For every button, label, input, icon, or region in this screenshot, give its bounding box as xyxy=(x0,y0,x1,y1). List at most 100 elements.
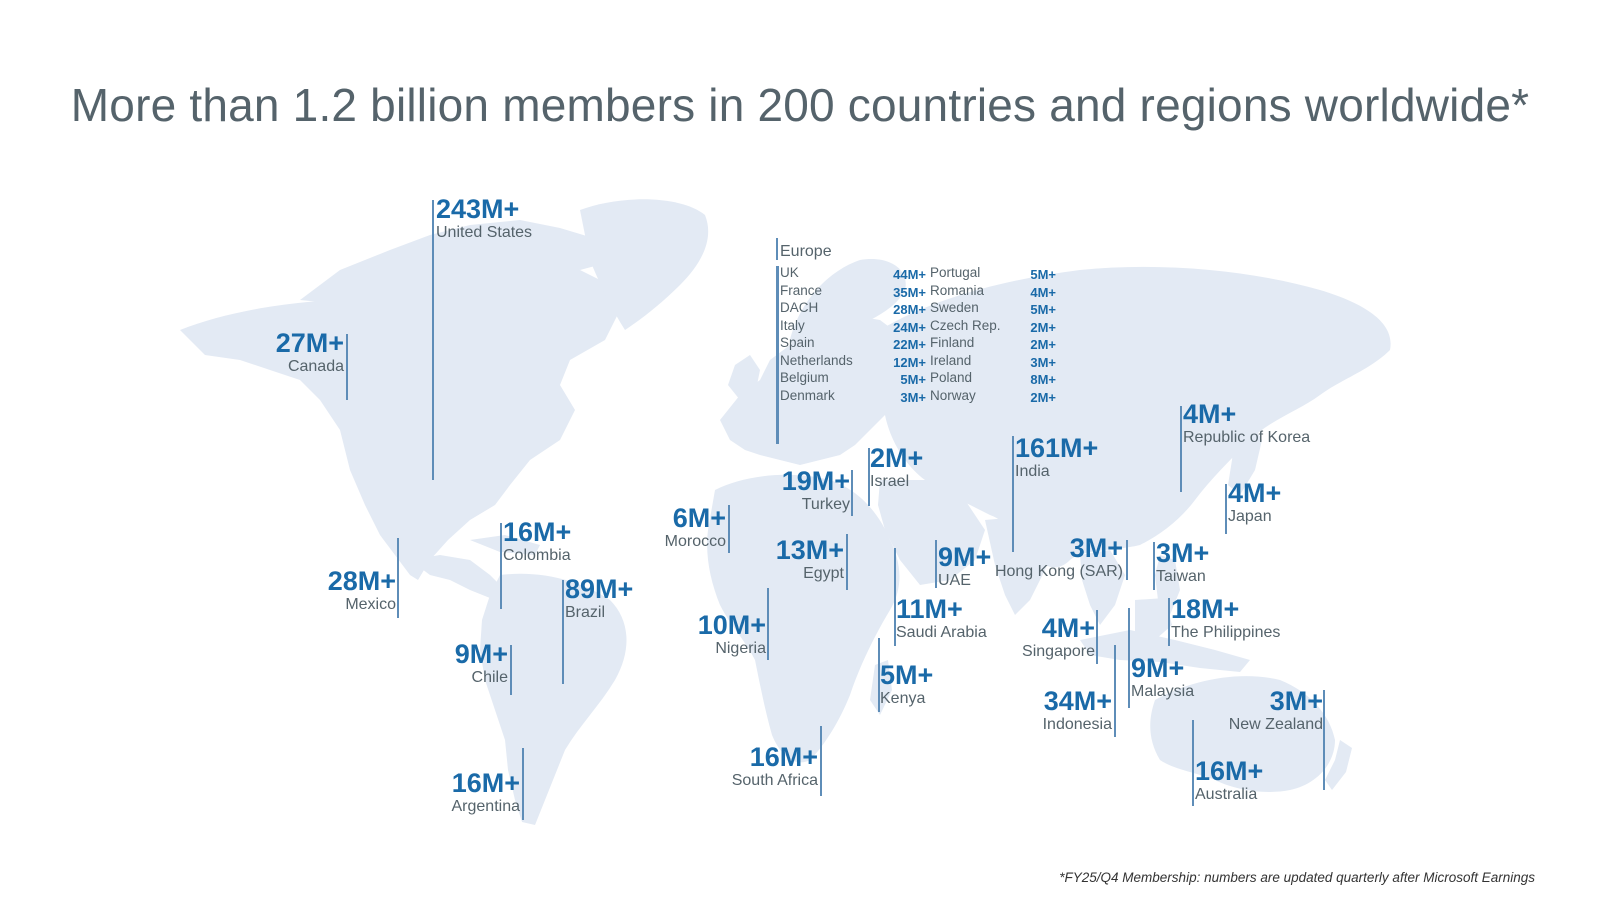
europe-country-name: Belgium xyxy=(780,370,829,385)
value-hong-kong: 3M+ xyxy=(1069,533,1123,563)
marker-line-indonesia xyxy=(1114,645,1116,737)
europe-country-value: 2M+ xyxy=(1030,319,1056,335)
europe-country-value: 2M+ xyxy=(1030,389,1056,405)
value-singapore: 4M+ xyxy=(1041,613,1095,643)
value-turkey: 19M+ xyxy=(781,466,850,496)
label-chile: 9M+ Chile xyxy=(455,641,508,686)
label-colombia: 16M+ Colombia xyxy=(503,519,571,564)
europe-country-name: Italy xyxy=(780,317,805,333)
marker-line-uae xyxy=(935,540,937,588)
europe-country-value: 22M+ xyxy=(893,337,926,352)
marker-line-japan xyxy=(1225,484,1227,534)
marker-line-colombia xyxy=(500,523,502,609)
europe-country-name: Finland xyxy=(930,335,975,350)
borneo-island xyxy=(1135,598,1172,640)
europe-country-name: Sweden xyxy=(930,300,979,315)
marker-line-saudi-arabia xyxy=(894,548,896,646)
label-mexico: 28M+ Mexico xyxy=(328,568,396,613)
europe-country-name: Czech Rep. xyxy=(930,317,1001,333)
label-japan: 4M+ Japan xyxy=(1228,480,1281,525)
value-mexico: 28M+ xyxy=(327,566,396,596)
central-america-landmass xyxy=(410,555,505,598)
value-colombia: 16M+ xyxy=(503,517,572,547)
name-hong-kong: Hong Kong (SAR) xyxy=(994,563,1123,580)
europe-country-value: 5M+ xyxy=(1030,302,1056,317)
label-indonesia: 34M+ Indonesia xyxy=(1043,688,1112,733)
label-australia: 16M+ Australia xyxy=(1195,758,1263,803)
name-australia: Australia xyxy=(1195,786,1258,803)
name-colombia: Colombia xyxy=(503,547,571,564)
marker-line-australia xyxy=(1192,720,1194,806)
europe-country-value: 5M+ xyxy=(1030,267,1056,282)
europe-country-value: 4M+ xyxy=(1030,284,1056,300)
europe-country-value: 28M+ xyxy=(893,302,926,317)
label-south-africa: 16M+ South Africa xyxy=(732,744,818,789)
value-brazil: 89M+ xyxy=(565,574,634,604)
name-korea: Republic of Korea xyxy=(1183,429,1311,446)
europe-country-name: Portugal xyxy=(930,265,981,280)
label-morocco: 6M+ Morocco xyxy=(665,505,726,550)
label-canada: 27M+ Canada xyxy=(276,330,344,375)
marker-line-brazil xyxy=(562,580,564,684)
europe-country-value: 35M+ xyxy=(893,284,926,300)
marker-line-israel xyxy=(868,448,870,506)
marker-line-egypt xyxy=(846,534,848,590)
asia-landmass xyxy=(879,266,1391,568)
europe-col1-values: 44M+ 35M+ 28M+ 24M+ 22M+ 12M+ 5M+ 3M+ xyxy=(868,266,926,406)
label-philippines: 18M+ The Philippines xyxy=(1171,596,1280,641)
europe-country-name: Denmark xyxy=(780,387,835,403)
caribbean-islands xyxy=(470,535,540,555)
marker-line-korea xyxy=(1180,406,1182,492)
europe-country-value: 2M+ xyxy=(1030,337,1056,352)
name-india: India xyxy=(1015,463,1050,480)
marker-line-malaysia xyxy=(1128,608,1130,708)
india-subcontinent xyxy=(985,515,1060,615)
name-malaysia: Malaysia xyxy=(1131,683,1195,700)
name-indonesia: Indonesia xyxy=(1042,716,1112,733)
value-canada: 27M+ xyxy=(275,328,344,358)
value-korea: 4M+ xyxy=(1183,399,1237,429)
name-mexico: Mexico xyxy=(345,596,396,613)
europe-country-name: Spain xyxy=(780,335,815,350)
marker-line-hong-kong xyxy=(1126,540,1128,580)
marker-line-south-africa xyxy=(820,726,822,796)
value-japan: 4M+ xyxy=(1228,478,1282,508)
europe-country-name: DACH xyxy=(780,300,819,315)
europe-heading: Europe xyxy=(780,243,832,260)
europe-col1-names: UK France DACH Italy Spain Netherlands B… xyxy=(780,264,853,404)
name-singapore: Singapore xyxy=(1022,643,1095,660)
footnote: *FY25/Q4 Membership: numbers are updated… xyxy=(1059,870,1535,885)
label-korea: 4M+ Republic of Korea xyxy=(1183,401,1310,446)
name-uae: UAE xyxy=(938,572,971,589)
label-india: 161M+ India xyxy=(1015,435,1098,480)
name-canada: Canada xyxy=(287,358,344,375)
value-malaysia: 9M+ xyxy=(1131,653,1185,683)
europe-country-value: 3M+ xyxy=(900,389,926,405)
value-india: 161M+ xyxy=(1015,433,1099,463)
europe-country-name: France xyxy=(780,282,823,298)
british-isles xyxy=(728,355,760,400)
europe-country-name: Norway xyxy=(930,387,976,403)
name-argentina: Argentina xyxy=(451,798,521,815)
value-egypt: 13M+ xyxy=(775,535,844,565)
marker-line-new-zealand xyxy=(1323,690,1325,790)
name-turkey: Turkey xyxy=(801,496,850,513)
africa-landmass xyxy=(707,474,900,763)
europe-country-name: Ireland xyxy=(930,352,972,368)
label-united-states: 243M+ United States xyxy=(436,196,532,241)
europe-country-value: 24M+ xyxy=(893,319,926,335)
europe-country-value: 5M+ xyxy=(900,372,926,387)
europe-heading-line xyxy=(776,238,778,260)
south-america-landmass xyxy=(480,573,627,825)
value-new-zealand: 3M+ xyxy=(1269,686,1323,716)
europe-country-value: 8M+ xyxy=(1030,372,1056,387)
value-philippines: 18M+ xyxy=(1171,594,1240,624)
name-new-zealand: New Zealand xyxy=(1228,716,1323,733)
value-chile: 9M+ xyxy=(454,639,508,669)
label-egypt: 13M+ Egypt xyxy=(776,537,844,582)
label-turkey: 19M+ Turkey xyxy=(782,468,850,513)
europe-list-line xyxy=(776,266,779,444)
value-indonesia: 34M+ xyxy=(1043,686,1112,716)
name-united-states: United States xyxy=(436,224,533,241)
label-singapore: 4M+ Singapore xyxy=(1022,615,1095,660)
